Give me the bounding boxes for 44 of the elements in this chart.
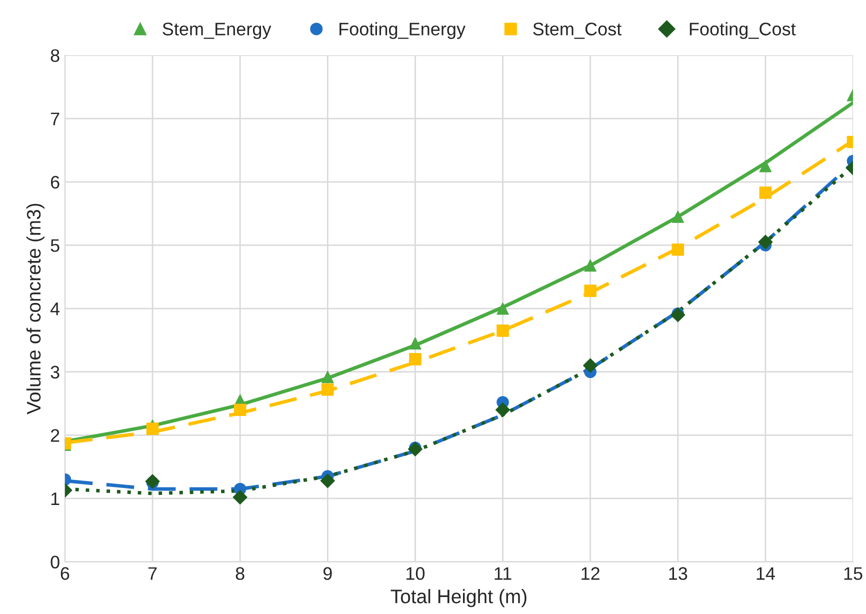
x-tick-label: 10: [406, 567, 425, 580]
point: [409, 337, 422, 350]
point: [759, 160, 772, 172]
y-tick-label: 0: [50, 556, 60, 569]
x-axis-title: Total Height (m): [390, 589, 526, 608]
point: [232, 490, 248, 505]
y-tick-label: 1: [51, 492, 60, 506]
x-tick-label: 11: [494, 567, 512, 580]
x-tick-label: 12: [582, 567, 600, 580]
legend-label: Stem_Energy: [162, 22, 272, 40]
point: [146, 422, 159, 435]
y-tick-label: 8: [50, 49, 60, 62]
x-tick-label: 8: [236, 567, 244, 580]
y-tick-label: 2: [50, 429, 60, 442]
x-tick-label: 15: [844, 567, 862, 580]
legend-label: Stem_Cost: [533, 22, 622, 39]
point: [583, 358, 598, 373]
point: [672, 210, 684, 223]
point: [321, 383, 334, 396]
point: [758, 234, 773, 250]
point: [584, 259, 596, 272]
point: [496, 302, 509, 315]
x-tick-label: 13: [669, 567, 688, 580]
point: [759, 186, 772, 199]
x-tick-label: 6: [60, 567, 70, 580]
point: [495, 402, 510, 418]
y-axis-title: Volume of concrete (m3): [26, 204, 44, 414]
y-tick-label: 4: [50, 302, 60, 316]
point: [321, 370, 334, 384]
x-tick-label: 9: [323, 567, 332, 580]
y-tick-label: 6: [50, 176, 60, 189]
y-tick-label: 3: [50, 366, 60, 379]
point: [496, 324, 509, 337]
point: [320, 473, 335, 488]
point: [409, 353, 422, 366]
x-tick-label: 14: [756, 567, 775, 580]
legend-label: Footing_Energy: [340, 22, 466, 40]
y-tick-label: 7: [50, 112, 60, 126]
x-tick-label: 7: [148, 567, 157, 580]
point: [672, 243, 684, 256]
point: [584, 284, 596, 297]
legend-label: Footing_Cost: [690, 22, 796, 40]
y-tick-label: 5: [50, 239, 60, 252]
point: [234, 404, 246, 416]
